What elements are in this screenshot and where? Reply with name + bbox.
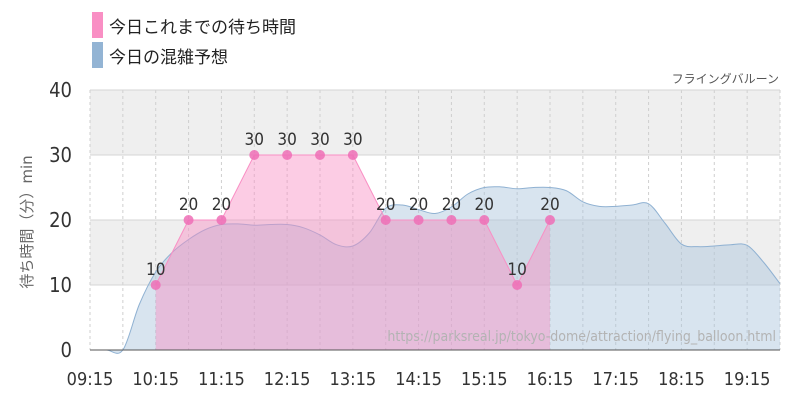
wait-point bbox=[282, 150, 293, 160]
x-tick-label: 09:15 bbox=[67, 369, 114, 390]
wait-data-label: 20 bbox=[475, 195, 494, 215]
forecast-line bbox=[90, 186, 781, 354]
wait-point bbox=[216, 215, 227, 225]
y-tick-label: 10 bbox=[49, 273, 72, 297]
legend-label-forecast: 今日の混雑予想 bbox=[109, 47, 228, 68]
wait-data-label: 20 bbox=[376, 195, 395, 215]
wait-data-labels: 10 20 20 30 30 30 30 20 20 20 20 10 20 bbox=[146, 130, 560, 280]
wait-point bbox=[380, 215, 391, 225]
wait-point bbox=[150, 280, 161, 290]
x-tick-label: 13:15 bbox=[330, 369, 377, 390]
wait-points bbox=[150, 150, 555, 290]
y-axis-label: 待ち時間（分）min bbox=[18, 155, 36, 288]
wait-data-label: 30 bbox=[245, 130, 264, 150]
y-tick-label: 40 bbox=[49, 78, 72, 102]
x-tick-label: 11:15 bbox=[198, 369, 245, 390]
wait-point bbox=[347, 150, 358, 160]
wait-data-label: 20 bbox=[179, 195, 198, 215]
chart-title: フライングバルーン bbox=[672, 72, 779, 86]
x-tick-label: 18:15 bbox=[658, 369, 705, 390]
wait-point bbox=[512, 280, 523, 290]
x-tick-label: 16:15 bbox=[527, 369, 574, 390]
wait-point bbox=[446, 215, 457, 225]
legend-item-forecast[interactable]: 今日の混雑予想 bbox=[92, 42, 296, 68]
x-tick-label: 12:15 bbox=[264, 369, 311, 390]
legend-label-wait: 今日これまでの待ち時間 bbox=[109, 17, 296, 38]
vertical-gridlines bbox=[89, 90, 781, 350]
wait-point bbox=[479, 215, 490, 225]
wait-area bbox=[155, 155, 550, 350]
wait-data-label: 20 bbox=[540, 195, 559, 215]
wait-data-label: 30 bbox=[310, 130, 329, 150]
x-tick-labels: 09:15 10:15 11:15 12:15 13:15 14:15 15:15 16:15… bbox=[67, 369, 771, 390]
watermark-url: https://parksreal.jp/tokyo-dome/attracti… bbox=[387, 329, 776, 345]
y-tick-labels: 0 10 20 30 40 bbox=[49, 78, 72, 362]
x-tick-label: 19:15 bbox=[724, 369, 771, 390]
wait-point bbox=[183, 215, 194, 225]
plot-background bbox=[90, 90, 780, 350]
x-tick-label: 15:15 bbox=[461, 369, 508, 390]
wait-data-label: 20 bbox=[442, 195, 461, 215]
x-tick-label: 17:15 bbox=[592, 369, 639, 390]
plot-band bbox=[90, 220, 780, 285]
wait-point bbox=[413, 215, 424, 225]
x-tick-label: 10:15 bbox=[132, 369, 179, 390]
forecast-area bbox=[90, 186, 780, 354]
plot-band bbox=[90, 90, 780, 155]
wait-data-label: 20 bbox=[212, 195, 231, 215]
x-tick-label: 14:15 bbox=[395, 369, 442, 390]
wait-data-label: 30 bbox=[277, 130, 296, 150]
y-tick-label: 30 bbox=[49, 143, 72, 167]
plot-band bbox=[90, 285, 780, 350]
forecast-swatch bbox=[92, 42, 103, 68]
wait-data-label: 20 bbox=[409, 195, 428, 215]
legend: 今日これまでの待ち時間 今日の混雑予想 bbox=[92, 12, 296, 72]
y-tick-label: 0 bbox=[61, 338, 72, 362]
wait-data-label: 10 bbox=[146, 260, 165, 280]
legend-item-wait[interactable]: 今日これまでの待ち時間 bbox=[92, 12, 296, 38]
wait-point bbox=[545, 215, 555, 225]
wait-point bbox=[315, 150, 325, 160]
wait-data-label: 10 bbox=[507, 260, 526, 280]
wait-point bbox=[249, 150, 260, 160]
wait-data-label: 30 bbox=[343, 130, 362, 150]
wait-swatch bbox=[92, 12, 103, 38]
y-tick-label: 20 bbox=[49, 208, 72, 232]
plot-band bbox=[90, 155, 780, 220]
